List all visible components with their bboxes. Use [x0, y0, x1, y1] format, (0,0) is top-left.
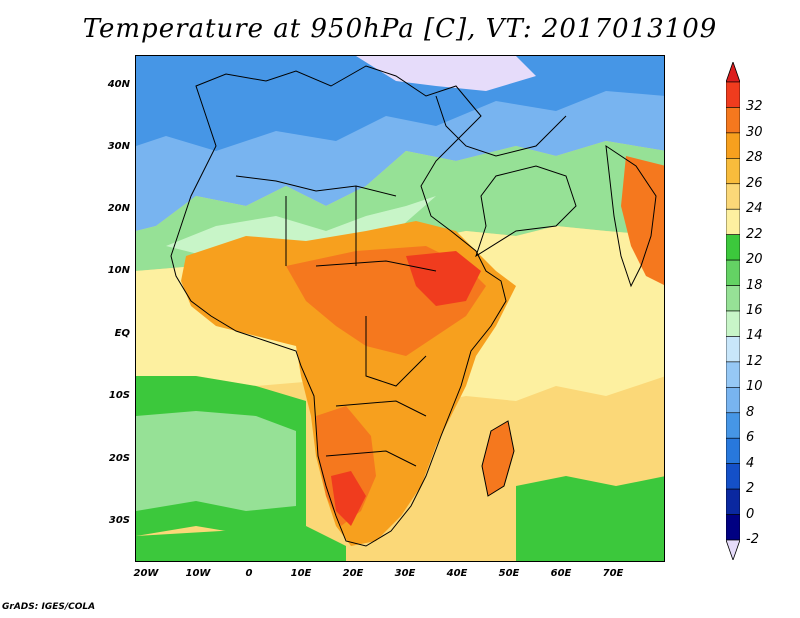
map-title: Temperature at 950hPa [C], VT: 201701310… [82, 14, 718, 44]
border-e [335, 400, 427, 417]
colorbar-segment [726, 336, 740, 363]
lon-label-10w: 10W [185, 568, 211, 579]
colorbar-segment [726, 158, 740, 185]
colorbar-segment [726, 488, 740, 515]
colorbar-segment [726, 514, 740, 541]
colorbar-tick-label: 10 [746, 379, 763, 395]
colorbar-tick-label: 14 [746, 328, 763, 344]
colorbar-tick-label: 12 [746, 353, 763, 369]
temperature-map [135, 55, 665, 562]
colorbar-tick-label: 20 [746, 252, 763, 268]
colorbar-segment [726, 463, 740, 490]
lon-label-10e: 10E [290, 568, 312, 579]
colorbar-tick-label: 18 [746, 277, 763, 293]
colorbar-segment [726, 412, 740, 439]
map-canvas [136, 56, 664, 561]
colorbar-tick-label: 2 [746, 481, 755, 497]
border-d [365, 316, 427, 387]
lon-label-50e: 50E [498, 568, 520, 579]
colorbar-tick-label: 16 [746, 303, 763, 318]
colorbar [726, 62, 740, 560]
lon-label-20e: 20E [342, 568, 364, 579]
colorbar-segment [726, 310, 740, 337]
colorbar-tick-label: -2 [746, 532, 759, 547]
lon-label-60e: 60E [550, 568, 572, 579]
lat-label-30s: 30S [108, 515, 130, 526]
border-f [325, 450, 417, 467]
lat-label-20s: 20S [108, 453, 130, 464]
madagascar-coast [481, 420, 515, 497]
arabia-coast [475, 165, 577, 258]
lon-label-70e: 70E [602, 568, 624, 579]
africa-coast [170, 65, 507, 547]
field-south-deep-green [136, 526, 346, 561]
colorbar-tick-label: 28 [746, 150, 763, 166]
lon-label-0: 0 [245, 568, 253, 579]
lat-label-40n: 40N [107, 79, 130, 90]
colorbar-segment [726, 361, 740, 388]
colorbar-over-arrow [726, 62, 740, 83]
lon-label-20w: 20W [133, 568, 159, 579]
colorbar-tick-label: 26 [746, 175, 763, 191]
colorbar-tick-label: 32 [746, 99, 763, 115]
lat-label-10s: 10S [108, 390, 130, 401]
colorbar-segment [726, 107, 740, 134]
colorbar-segment [726, 285, 740, 312]
lat-label-eq: EQ [114, 328, 130, 339]
border-c [315, 260, 437, 272]
field-south-indian-green [516, 476, 664, 561]
colorbar-tick-label: 8 [746, 404, 755, 420]
colorbar-segment [726, 81, 740, 108]
colorbar-segment [726, 437, 740, 464]
lon-label-30e: 30E [394, 568, 416, 579]
colorbar-segment [726, 132, 740, 159]
coastlines [170, 65, 657, 547]
field-north-colder [136, 56, 664, 151]
colorbar-tick-label: 24 [746, 201, 763, 217]
field-horn-hottest [406, 251, 481, 306]
colorbar-segment [726, 387, 740, 414]
credit-text: GrADS: IGES/COLA [2, 602, 96, 612]
india-coast [605, 144, 657, 288]
colorbar-tick-label: 0 [746, 506, 755, 522]
colorbar-segment [726, 259, 740, 286]
lat-label-10n: 10N [107, 265, 130, 276]
colorbar-under-arrow [726, 539, 740, 560]
colorbar-segment [726, 234, 740, 261]
field-north-coldest [356, 56, 536, 91]
colorbar-tick-label: 6 [746, 430, 755, 446]
border-mideast [435, 95, 567, 157]
colorbar-tick-label: 4 [746, 455, 755, 471]
border-north [235, 175, 397, 197]
colorbar-tick-label: 30 [746, 124, 763, 140]
colorbar-segment [726, 183, 740, 210]
field-india-hot [621, 156, 664, 285]
lat-label-20n: 20N [107, 203, 130, 214]
colorbar-segment [726, 208, 740, 235]
lon-label-40e: 40E [446, 568, 468, 579]
colorbar-tick-label: 22 [746, 226, 763, 242]
field-south-atlantic-light [136, 411, 296, 511]
field-kalahari-hottest [331, 471, 366, 526]
lat-label-30n: 30N [107, 141, 130, 152]
